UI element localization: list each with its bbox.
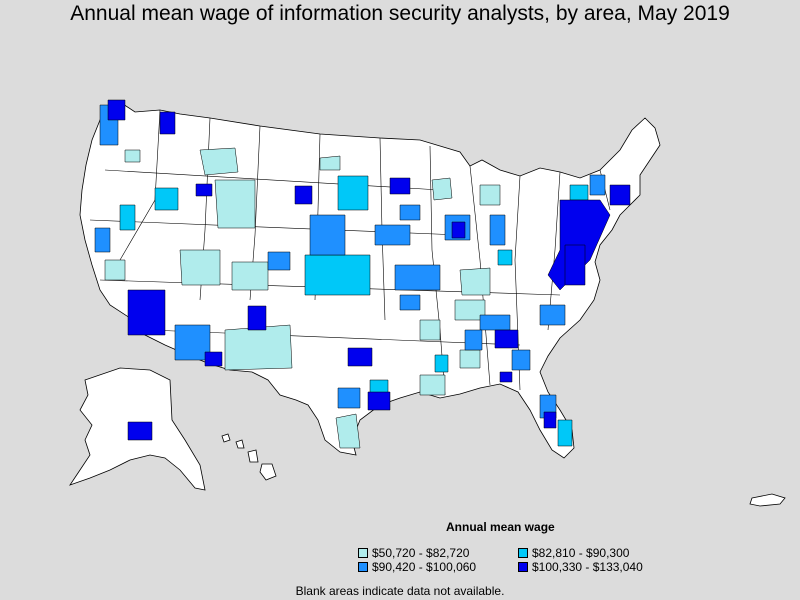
region-arizona-phoenix — [204, 351, 223, 367]
region-montana-west — [199, 147, 239, 176]
region-dakotas — [294, 185, 313, 205]
region-texas-south — [335, 413, 361, 449]
region-montana-northwest — [159, 111, 176, 135]
legend-label-2: $82,810 - $90,300 — [532, 546, 630, 560]
region-texas-north — [337, 387, 361, 409]
region-washington-east — [124, 149, 141, 163]
hawaii-island-2 — [235, 439, 245, 449]
region-florida-west — [543, 411, 557, 429]
legend-swatch-1 — [358, 548, 368, 558]
region-arizona-north — [247, 305, 267, 331]
region-south-dakota — [337, 175, 369, 211]
region-new-york-central — [569, 184, 589, 201]
region-colorado-south — [231, 261, 269, 291]
legend: Annual mean wage $50,720 - $82,720 $82,8… — [358, 520, 688, 580]
region-atlanta — [494, 329, 519, 349]
region-minnesota — [399, 204, 421, 221]
region-wyoming — [214, 179, 256, 229]
region-idaho — [154, 187, 179, 211]
legend-item-1: $50,720 - $82,720 — [358, 546, 469, 560]
hawaii-island-1 — [221, 433, 231, 443]
region-new-england — [609, 184, 631, 206]
region-california-north — [94, 227, 111, 253]
region-new-mexico — [224, 324, 293, 371]
legend-swatch-2 — [518, 548, 528, 558]
region-houston — [367, 391, 391, 411]
region-missouri — [394, 264, 441, 291]
region-dallas — [347, 347, 373, 367]
region-ohio — [497, 249, 513, 266]
region-chicago — [451, 221, 466, 239]
legend-item-2: $82,810 - $90,300 — [518, 546, 629, 560]
legend-item-3: $90,420 - $100,060 — [358, 560, 476, 574]
region-arkansas — [419, 319, 441, 341]
region-alabama-north — [459, 349, 481, 369]
region-louisiana — [434, 354, 449, 373]
region-maryland — [564, 244, 586, 286]
region-oregon-north — [119, 204, 136, 231]
region-georgia — [511, 349, 531, 371]
tier1-regions — [104, 147, 501, 449]
region-minneapolis — [389, 177, 411, 195]
tier3-regions — [119, 175, 589, 447]
puerto-rico-outline — [749, 493, 786, 507]
map-title: Annual mean wage of information security… — [70, 2, 730, 25]
region-north-dakota-east — [319, 155, 341, 171]
legend-swatch-4 — [518, 562, 528, 572]
region-ohio-valley — [459, 267, 491, 296]
region-gulf-coast-east — [499, 371, 513, 383]
region-utah-north — [195, 183, 213, 197]
region-california-south — [127, 289, 166, 336]
hawaii-island-3 — [247, 449, 259, 463]
region-carolinas — [539, 304, 566, 326]
region-colorado-front — [267, 251, 291, 271]
legend-item-4: $100,330 - $133,040 — [518, 560, 643, 574]
region-indiana — [489, 214, 506, 246]
legend-label-1: $50,720 - $82,720 — [372, 546, 470, 560]
region-nebraska-east — [309, 214, 346, 256]
region-new-england-west — [589, 174, 606, 196]
region-michigan — [479, 184, 501, 206]
legend-title: Annual mean wage — [446, 520, 555, 534]
region-utah — [179, 249, 221, 286]
region-wisconsin — [431, 177, 453, 201]
legend-label-4: $100,330 - $133,040 — [532, 560, 643, 574]
region-gulf-coast — [419, 374, 446, 396]
region-tennessee — [479, 314, 511, 331]
tier4-regions — [107, 99, 631, 441]
region-iowa — [374, 224, 411, 246]
region-california-central — [104, 259, 126, 281]
legend-swatch-3 — [358, 562, 368, 572]
region-oklahoma-east — [399, 294, 421, 311]
map-base — [69, 101, 786, 507]
region-alabama — [464, 329, 483, 351]
blank-areas-note: Blank areas indicate data not available. — [295, 584, 505, 598]
tier2-regions — [94, 104, 606, 419]
region-florida-south — [557, 419, 573, 447]
region-kansas — [304, 254, 371, 296]
hawaii-island-4 — [259, 463, 277, 481]
region-seattle — [107, 99, 126, 121]
legend-label-3: $90,420 - $100,060 — [372, 560, 477, 574]
region-anchorage — [127, 421, 153, 441]
